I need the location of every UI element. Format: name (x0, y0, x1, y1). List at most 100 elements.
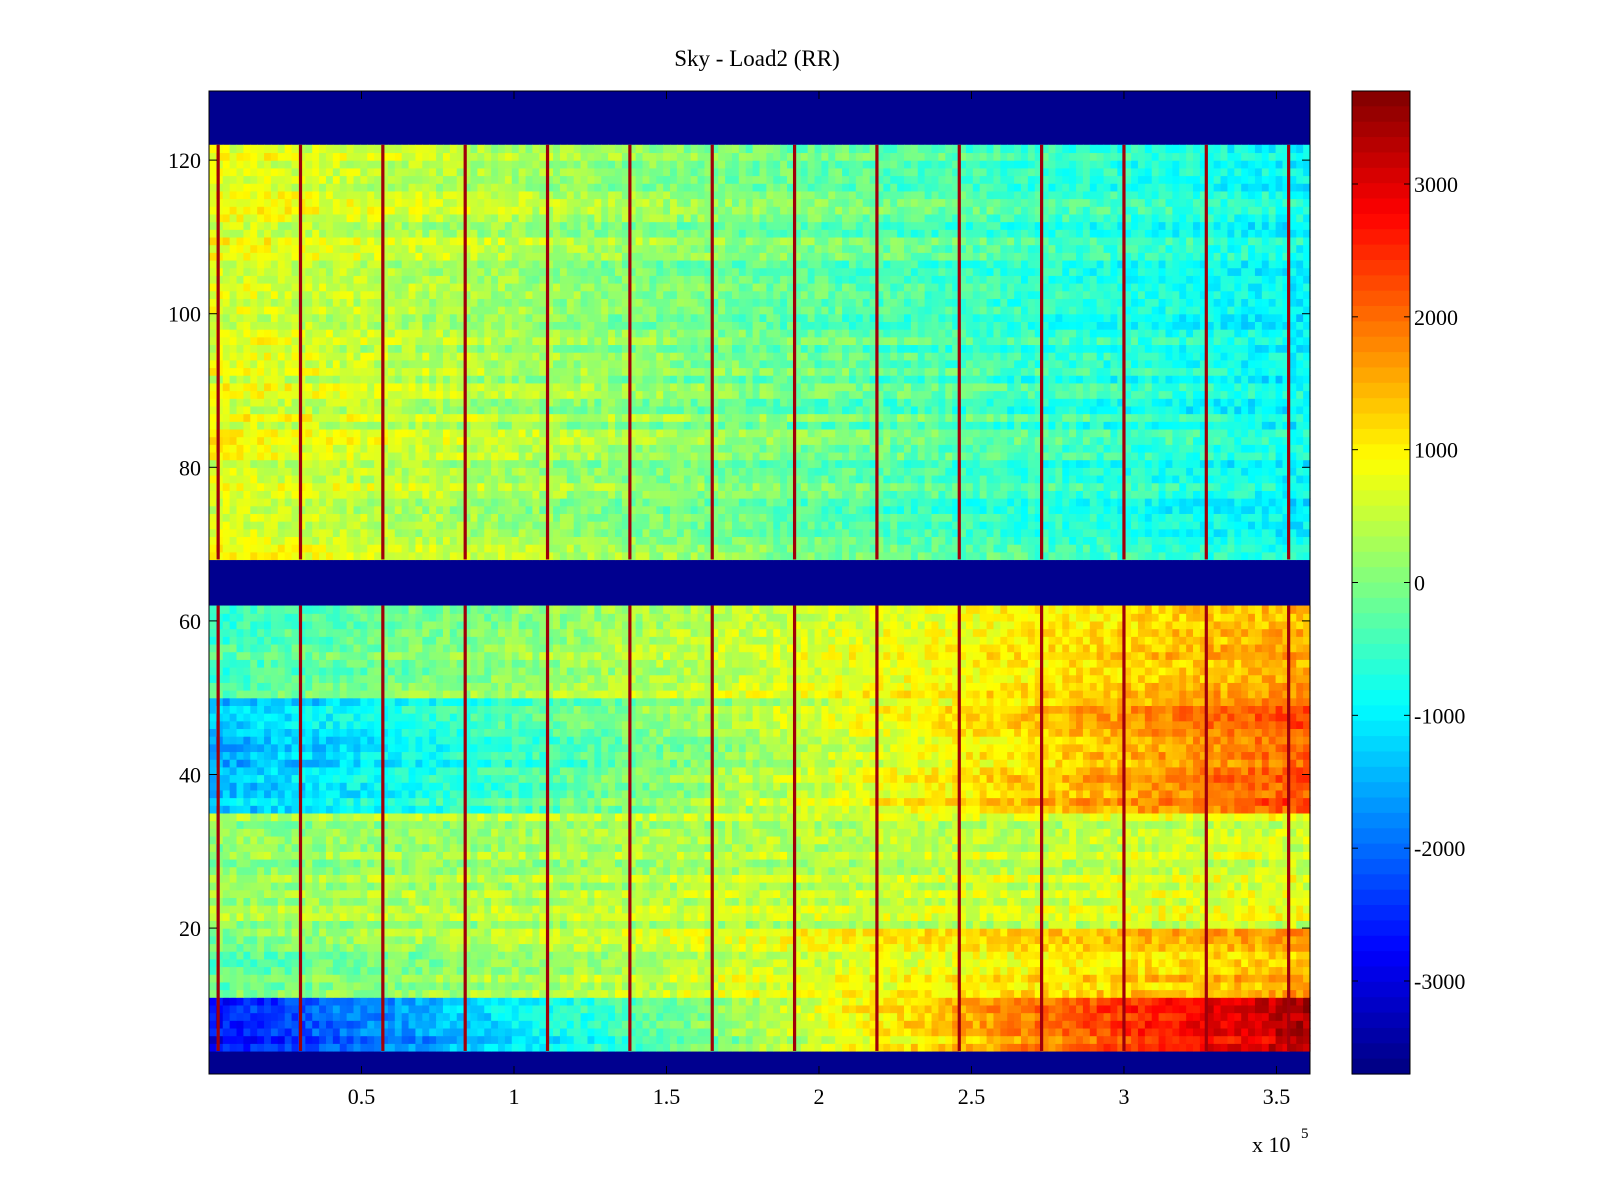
heatmap-cell (608, 889, 616, 898)
heatmap-cell (573, 889, 582, 898)
heatmap-cell (835, 943, 843, 952)
heatmap-cell (910, 905, 919, 914)
heatmap-cell (367, 974, 375, 983)
heatmap-cell (1289, 997, 1297, 1006)
heatmap-cell (401, 812, 410, 822)
heatmap-cell (408, 943, 417, 952)
heatmap-cell (1186, 1012, 1194, 1021)
heatmap-cell (463, 897, 472, 906)
heatmap-cell (1172, 997, 1180, 1006)
heatmap-cell (780, 935, 788, 945)
heatmap-cell (504, 966, 513, 975)
heatmap-cell (704, 951, 712, 960)
heatmap-cell (614, 1027, 623, 1037)
heatmap-cell (415, 997, 423, 1006)
heatmap-cell (842, 858, 850, 868)
heatmap-cell (1144, 1012, 1153, 1021)
heatmap-cell (264, 912, 272, 922)
heatmap-cell (1186, 1027, 1194, 1037)
heatmap-cell (1014, 835, 1022, 845)
heatmap-cell (270, 1020, 279, 1029)
heatmap-cell (1220, 905, 1229, 914)
heatmap-cell (1137, 912, 1146, 922)
heatmap-cell (498, 943, 506, 952)
heatmap-cell (1193, 1004, 1201, 1014)
heatmap-cell (1062, 820, 1070, 829)
heatmap-cell (628, 966, 637, 975)
heatmap-cell (628, 920, 637, 929)
heatmap-cell (298, 981, 306, 991)
heatmap-cell (209, 843, 217, 852)
heatmap-cell (731, 1004, 740, 1014)
heatmap-cell (1248, 974, 1256, 983)
heatmap-cell (1303, 889, 1311, 898)
heatmap-cell (518, 989, 527, 998)
heatmap-cell (1261, 858, 1270, 868)
heatmap-cell (793, 958, 802, 968)
heatmap-cell (1117, 874, 1125, 883)
heatmap-cell (250, 820, 258, 829)
heatmap-cell (436, 835, 444, 845)
heatmap-cell (1096, 951, 1105, 960)
heatmap-cell (704, 1020, 712, 1029)
heatmap-cell (614, 1012, 623, 1021)
heatmap-cell (683, 851, 692, 860)
heatmap-cell (511, 912, 520, 922)
heatmap-cell (718, 928, 726, 937)
heatmap-cell (642, 828, 650, 837)
heatmap-cell (711, 912, 719, 922)
heatmap-cell (429, 835, 437, 845)
heatmap-cell (298, 928, 306, 937)
heatmap-cell (277, 1004, 286, 1014)
heatmap-cell (525, 874, 534, 883)
heatmap-cell (766, 1020, 774, 1029)
heatmap-cell (883, 874, 891, 883)
heatmap-cell (972, 928, 981, 937)
heatmap-cell (243, 1004, 251, 1014)
heatmap-cell (704, 828, 712, 837)
heatmap-cell (931, 928, 940, 937)
heatmap-cell (972, 951, 981, 960)
heatmap-cell (1082, 943, 1091, 952)
heatmap-cell (491, 981, 499, 991)
heatmap-cell (1055, 912, 1063, 922)
heatmap-cell (1096, 928, 1105, 937)
heatmap-cell (704, 1035, 712, 1044)
heatmap-cell (731, 943, 740, 952)
heatmap-cell (614, 1043, 623, 1052)
heatmap-cell (408, 928, 417, 937)
heatmap-cell (477, 828, 485, 837)
heatmap-cell (1144, 905, 1153, 914)
heatmap-cell (1000, 858, 1008, 868)
heatmap-cell (243, 958, 251, 968)
heatmap-cell (1096, 866, 1105, 875)
heatmap-cell (1241, 966, 1249, 975)
heatmap-cell (1282, 905, 1290, 914)
heatmap-cell (1124, 920, 1132, 929)
heatmap-cell (1020, 928, 1029, 937)
heatmap-cell (876, 874, 884, 883)
heatmap-cell (546, 843, 554, 852)
heatmap-cell (814, 835, 823, 845)
heatmap-cell (422, 920, 430, 929)
heatmap-cell (1289, 912, 1297, 922)
heatmap-cell (635, 874, 644, 883)
heatmap-cell (828, 966, 836, 975)
heatmap-cell (766, 981, 774, 991)
heatmap-cell (621, 1020, 630, 1029)
heatmap-cell (1275, 1027, 1284, 1037)
heatmap-cell (711, 820, 719, 829)
heatmap-cell (1275, 974, 1284, 983)
heatmap-cell (381, 1004, 389, 1014)
heatmap-cell (491, 835, 499, 845)
heatmap-cell (931, 1043, 940, 1052)
heatmap-cell (1220, 1027, 1229, 1037)
heatmap-cell (1165, 874, 1173, 883)
heatmap-cell (1179, 958, 1187, 968)
heatmap-cell (1020, 1020, 1029, 1029)
heatmap-cell (1296, 920, 1304, 929)
heatmap-cell (759, 1020, 767, 1029)
heatmap-cell (1041, 1012, 1050, 1021)
heatmap-cell (642, 920, 650, 929)
heatmap-cell (305, 805, 313, 814)
